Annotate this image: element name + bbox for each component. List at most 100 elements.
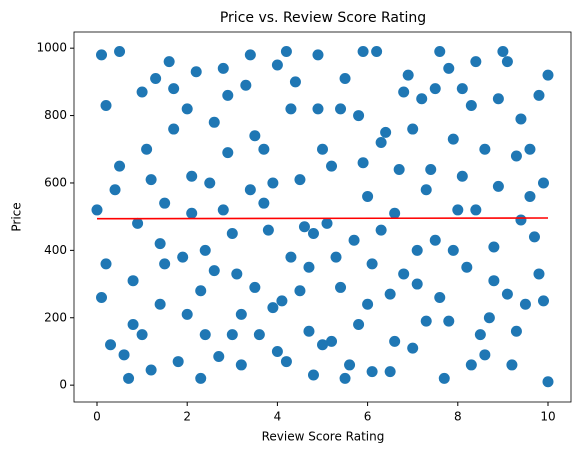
scatter-point (307, 228, 319, 240)
x-tick-label: 2 (183, 410, 191, 424)
scatter-point (114, 46, 126, 58)
scatter-point (181, 308, 193, 320)
scatter-point (132, 217, 144, 229)
y-tick-label: 200 (44, 310, 67, 324)
scatter-point (362, 298, 374, 310)
scatter-point (461, 261, 473, 273)
scatter-point (407, 342, 419, 354)
scatter-point (100, 99, 112, 111)
scatter-point (429, 234, 441, 246)
scatter-point (267, 177, 279, 189)
scatter-point (303, 261, 315, 273)
scatter-point (519, 298, 531, 310)
scatter-point (109, 184, 121, 196)
scatter-point (326, 335, 338, 347)
x-tick-label: 8 (454, 410, 462, 424)
scatter-point (217, 204, 229, 216)
scatter-point (537, 177, 549, 189)
scatter-point (190, 66, 202, 78)
scatter-point (465, 99, 477, 111)
scatter-point (312, 49, 324, 61)
scatter-point (510, 150, 522, 162)
scatter-point (326, 160, 338, 172)
scatter-point (204, 177, 216, 189)
scatter-point (253, 329, 265, 341)
scatter-point (465, 359, 477, 371)
scatter-point (312, 103, 324, 115)
scatter-point (276, 295, 288, 307)
scatter-point (240, 79, 252, 91)
scatter-point (141, 143, 153, 155)
scatter-point (398, 86, 410, 98)
y-axis-label: Price (10, 202, 24, 231)
scatter-point (217, 62, 229, 74)
scatter-point (231, 268, 243, 280)
scatter-point (393, 163, 405, 175)
scatter-point (366, 258, 378, 270)
scatter-point (357, 46, 369, 58)
scatter-point (186, 207, 198, 219)
scatter-point (470, 204, 482, 216)
scatter-point (114, 160, 126, 172)
scatter-point (127, 318, 139, 330)
scatter-point (105, 339, 117, 351)
plot-frame (73, 31, 572, 403)
scatter-point (321, 217, 333, 229)
chart-title: Price vs. Review Score Rating (220, 10, 426, 26)
scatter-point (407, 123, 419, 135)
scatter-point (208, 265, 220, 277)
scatter-point (136, 86, 148, 98)
scatter-point (235, 359, 247, 371)
scatter-point (244, 49, 256, 61)
x-tick-label: 4 (274, 410, 282, 424)
scatter-point (271, 345, 283, 357)
scatter-point (280, 356, 292, 368)
scatter-point (249, 130, 261, 142)
scatter-point (375, 224, 387, 236)
scatter-point (136, 329, 148, 341)
scatter-point (294, 174, 306, 186)
scatter-point (515, 214, 527, 226)
y-tick-label: 600 (44, 175, 67, 189)
scatter-point (506, 359, 518, 371)
scatter-point (159, 197, 171, 209)
scatter-point (96, 49, 108, 61)
y-tick-label: 800 (44, 108, 67, 122)
scatter-point (470, 56, 482, 68)
scatter-point (307, 369, 319, 381)
scatter-point (317, 143, 328, 155)
scatter-point (533, 268, 545, 280)
scatter-point (524, 190, 536, 202)
scatter-point (411, 244, 423, 256)
scatter-point (452, 204, 464, 216)
scatter-point (515, 113, 527, 125)
scatter-point (226, 329, 238, 341)
scatter-point (168, 83, 180, 95)
scatter-point (380, 126, 392, 138)
scatter-point (479, 143, 491, 155)
scatter-point (456, 83, 468, 95)
scatter-point (488, 275, 500, 287)
scatter-point (258, 143, 270, 155)
scatter-point (443, 62, 455, 74)
y-tick-label: 1000 (36, 41, 67, 55)
scatter-point (357, 157, 369, 169)
scatter-point (479, 349, 491, 361)
scatter-point (348, 234, 360, 246)
scatter-point (195, 285, 207, 297)
scatter-point (420, 184, 432, 196)
scatter-point (353, 318, 365, 330)
scatter-point (145, 364, 157, 376)
x-tick-label: 0 (93, 410, 101, 424)
scatter-point (199, 244, 211, 256)
scatter-point (96, 292, 108, 304)
scatter-point (145, 174, 157, 186)
scatter-point (235, 308, 247, 320)
scatter-point (335, 103, 347, 115)
scatter-point (542, 376, 554, 388)
scatter-point (488, 241, 500, 253)
scatter-point (501, 56, 513, 68)
scatter-point (244, 184, 256, 196)
scatter-point (163, 56, 175, 68)
scatter-point (438, 372, 450, 384)
